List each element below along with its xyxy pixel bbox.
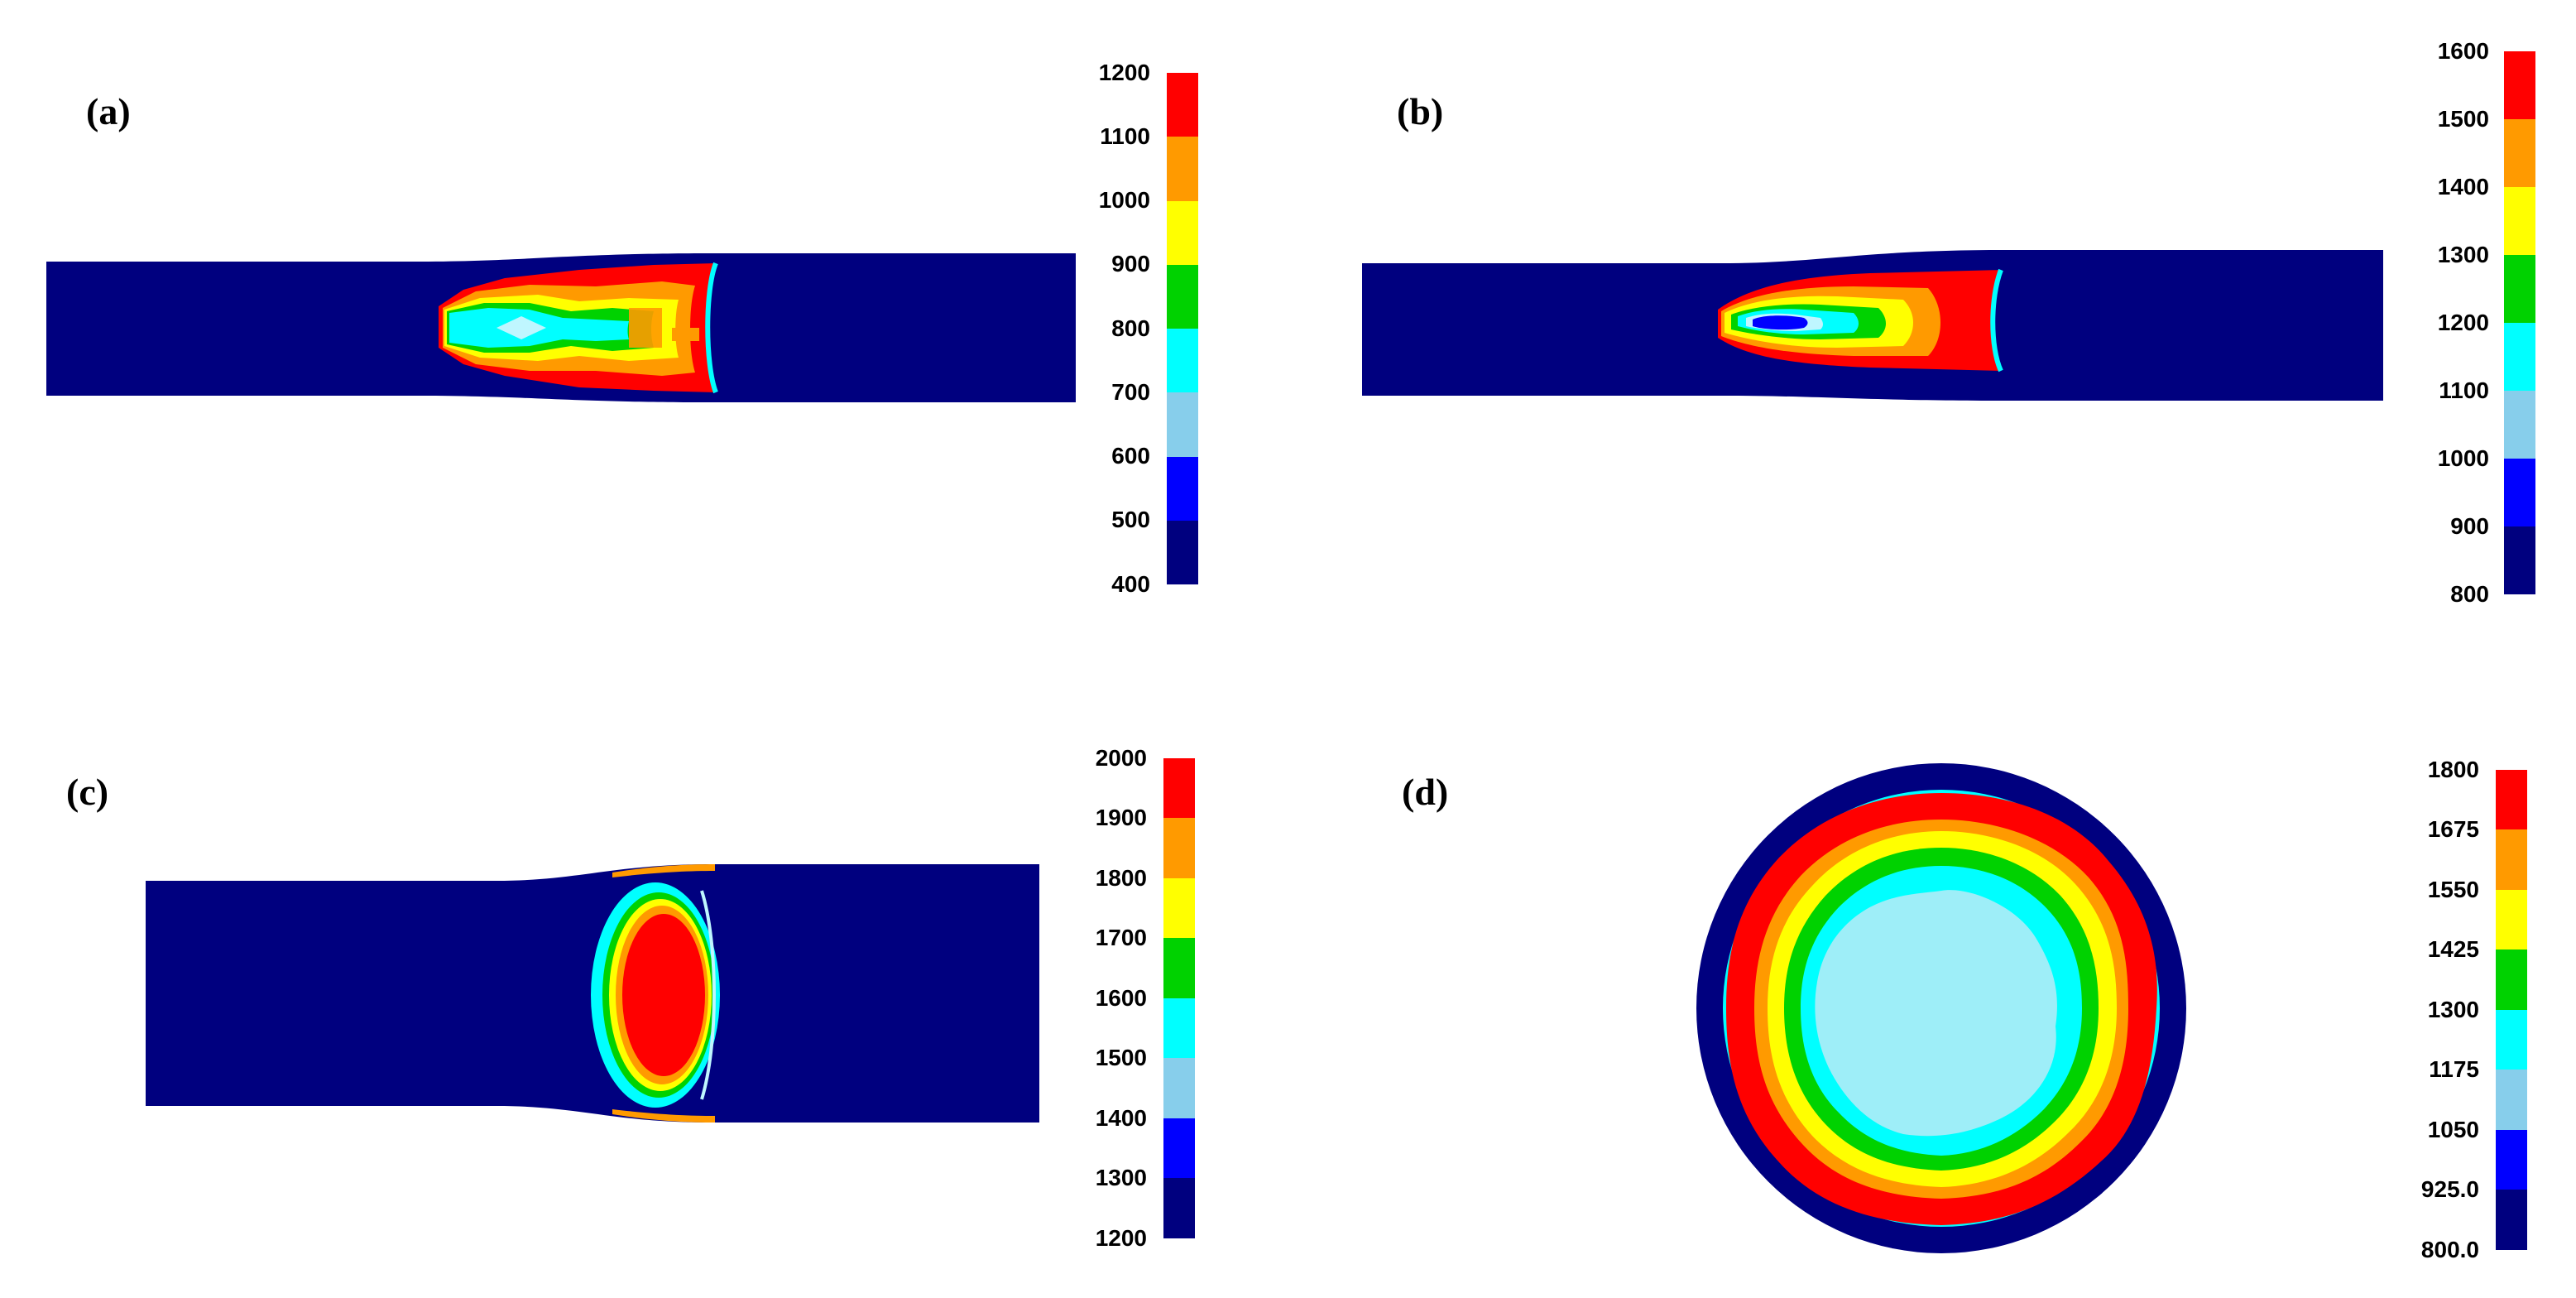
leading-edge-a <box>705 262 718 394</box>
tick-label: 1900 <box>1095 805 1147 830</box>
colorbar-b-seg <box>2504 323 2535 391</box>
tick-label: 1000 <box>1098 187 1150 213</box>
tick-label: 800 <box>2450 581 2489 607</box>
tick-label: 1000 <box>2437 445 2489 471</box>
stripe-red-b <box>1949 308 1968 339</box>
colorbar-d-seg <box>2496 890 2527 949</box>
tick-label: 1200 <box>2437 310 2489 335</box>
colorbar-c <box>1163 758 1195 1238</box>
tick-label: 1675 <box>2427 816 2479 842</box>
tick-label: 400 <box>1111 571 1150 597</box>
tick-label: 1300 <box>2427 997 2479 1022</box>
colorbar-d-seg <box>2496 770 2527 829</box>
colorbar-d-seg <box>2496 829 2527 890</box>
leading-edge-b <box>1990 268 2003 373</box>
tick-label: 925.0 <box>2420 1176 2479 1202</box>
colorbar-d <box>2496 770 2527 1250</box>
panel-label-b: (b) <box>1397 90 1444 132</box>
colorbar-a-seg <box>1167 137 1198 201</box>
tick-label: 2000 <box>1095 745 1147 771</box>
colorbar-d-seg <box>2496 1070 2527 1130</box>
tick-label: 1400 <box>2437 174 2489 200</box>
stripe-orange-a-1 <box>629 308 662 348</box>
colorbar-b-seg <box>2504 459 2535 526</box>
colorbar-b-seg <box>2504 391 2535 459</box>
colorbar-c-seg <box>1163 1058 1195 1118</box>
colorbar-a-seg <box>1167 392 1198 457</box>
tick-label: 1300 <box>2437 242 2489 267</box>
hot-zone-lightblue-a <box>496 316 546 339</box>
core-lightblue-d <box>1815 890 2057 1137</box>
tick-label: 1700 <box>1095 925 1147 950</box>
colorbar-c-seg <box>1163 998 1195 1058</box>
rim-bottom-c <box>612 1109 715 1123</box>
panel-label-c: (c) <box>66 771 109 813</box>
colorbar-a-seg <box>1167 521 1198 584</box>
tick-label: 600 <box>1111 443 1150 469</box>
tick-label: 1100 <box>1100 123 1150 149</box>
colorbar-b-seg <box>2504 51 2535 119</box>
colorbar-b-seg <box>2504 526 2535 594</box>
colorbar-a <box>1167 73 1198 584</box>
colorbar-b <box>2504 51 2535 594</box>
contour-field-c <box>146 864 1039 1123</box>
tick-label: 800.0 <box>2420 1237 2479 1262</box>
tick-label: 1200 <box>1095 1225 1147 1251</box>
colorbar-b-seg <box>2504 119 2535 187</box>
contour-field-a <box>46 253 1076 402</box>
tick-label: 1300 <box>1095 1165 1147 1190</box>
tick-label: 1500 <box>2437 106 2489 132</box>
tick-label: 1050 <box>2427 1117 2479 1142</box>
colorbar-a-seg <box>1167 265 1198 329</box>
tick-label: 1800 <box>2427 757 2479 782</box>
panel-label-a: (a) <box>86 90 131 132</box>
tick-label: 800 <box>1111 315 1150 341</box>
tick-label: 1200 <box>1098 60 1150 85</box>
colorbar-d-seg <box>2496 1190 2527 1250</box>
tick-label: 1425 <box>2427 936 2479 962</box>
colorbar-a-seg <box>1167 457 1198 521</box>
colorbar-d-seg <box>2496 1010 2527 1070</box>
colorbar-c-seg <box>1163 1178 1195 1238</box>
colorbar-d-seg <box>2496 1130 2527 1190</box>
tick-label: 1175 <box>2429 1056 2479 1082</box>
colorbar-a-seg <box>1167 329 1198 392</box>
colorbar-a-seg <box>1167 73 1198 137</box>
tick-label: 1100 <box>2439 377 2489 403</box>
tick-label: 900 <box>2450 513 2489 539</box>
weld-edge-c <box>700 890 716 1100</box>
colorbar-a-seg <box>1167 201 1198 265</box>
stripe-orange-a-2 <box>672 328 699 341</box>
tick-label: 1400 <box>1095 1105 1147 1131</box>
colorbar-c-seg <box>1163 818 1195 878</box>
colorbar-c-seg <box>1163 1118 1195 1178</box>
tick-label: 500 <box>1111 507 1150 532</box>
tick-label: 1500 <box>1095 1045 1147 1070</box>
rim-top-c <box>612 864 715 877</box>
colorbar-c-seg <box>1163 758 1195 818</box>
colorbar-b-seg <box>2504 187 2535 255</box>
tick-label: 1550 <box>2427 877 2479 902</box>
tick-label: 900 <box>1111 251 1150 276</box>
cold-core-b <box>1753 315 1808 330</box>
tick-label: 1600 <box>1095 985 1147 1011</box>
colorbar-c-seg <box>1163 878 1195 938</box>
contour-field-d <box>1696 763 2186 1253</box>
panel-label-d: (d) <box>1402 771 1449 813</box>
tick-label: 700 <box>1111 379 1150 405</box>
colorbar-d-seg <box>2496 949 2527 1010</box>
tick-label: 1800 <box>1095 865 1147 891</box>
weld-zone-red-c <box>622 914 705 1076</box>
colorbar-c-seg <box>1163 938 1195 998</box>
colorbar-b-seg <box>2504 255 2535 323</box>
tick-label: 1600 <box>2437 38 2489 64</box>
contour-field-b <box>1362 250 2383 401</box>
